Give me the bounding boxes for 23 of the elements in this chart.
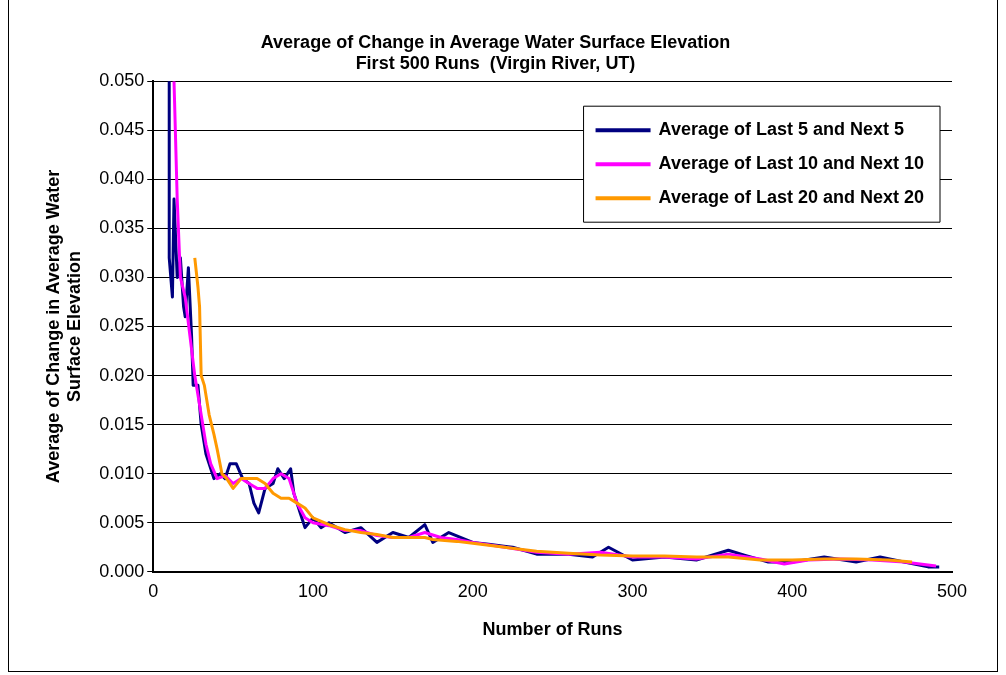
x-tick-label: 400 [777, 580, 808, 601]
x-tick-label: 0 [148, 580, 159, 601]
x-tick-label: 200 [457, 580, 488, 601]
y-tick-label: 0.005 [99, 511, 145, 532]
y-tick-label: 0.000 [99, 560, 145, 581]
y-tick-label: 0.015 [99, 413, 145, 434]
x-tick-label: 500 [936, 580, 968, 601]
y-tick-label: 0.030 [99, 266, 145, 287]
y-tick-label: 0.020 [99, 364, 145, 385]
x-axis-title: Number of Runs [482, 619, 623, 640]
y-tick-label: 0.035 [99, 217, 145, 238]
x-tick-label: 100 [297, 580, 329, 601]
legend-label: Average of Last 10 and Next 10 [658, 153, 925, 174]
y-tick-label: 0.025 [99, 315, 145, 336]
y-tick-label: 0.050 [99, 70, 145, 91]
y-tick-label: 0.045 [99, 119, 145, 140]
y-tick-label: 0.010 [99, 462, 145, 483]
x-tick-label: 300 [617, 580, 648, 601]
y-tick-label: 0.040 [99, 168, 145, 189]
legend-label: Average of Last 20 and Next 20 [658, 187, 925, 208]
y-axis-title: Average of Change in Average Water Surface Elevation [42, 169, 85, 484]
legend-label: Average of Last 5 and Next 5 [658, 119, 904, 140]
chart-title: Average of Change in Average Water Surface Elevation First 500 Runs (Virgin River, UT) [260, 31, 731, 74]
